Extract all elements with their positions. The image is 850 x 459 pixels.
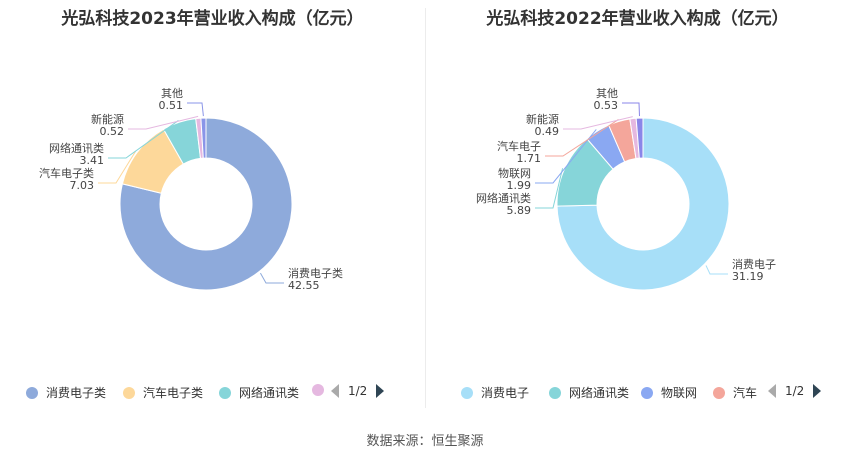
data-label-name: 消费电子类 <box>288 266 343 280</box>
data-label-value: 0.52 <box>100 125 125 138</box>
legend: 消费电子类 汽车电子类 网络通讯类 1/2 <box>0 384 425 404</box>
donut-slice-消费电子类[interactable] <box>119 117 293 291</box>
legend-item[interactable]: 汽车 <box>713 384 757 401</box>
label-leader-line <box>108 120 179 159</box>
legend: 消费电子 网络通讯类 物联网 汽车 1/2 <box>425 384 850 404</box>
donut-slice-其他[interactable] <box>200 117 207 159</box>
label-leader-line <box>705 265 728 275</box>
prev-page-icon[interactable] <box>331 384 339 398</box>
legend-label: 网络通讯类 <box>569 386 630 400</box>
label-leader-line <box>187 102 204 117</box>
legend-dot-icon <box>26 386 38 399</box>
legend-dot-icon <box>641 386 653 399</box>
label-leader-line <box>128 115 199 130</box>
data-label-name: 汽车电子 <box>497 139 541 153</box>
legend-item[interactable]: 消费电子 <box>461 384 529 401</box>
legend-label: 网络通讯类 <box>239 386 300 400</box>
label-leader-line <box>98 150 137 184</box>
data-label-name: 新能源 <box>526 112 559 126</box>
legend-dot-icon <box>312 384 324 396</box>
prev-page-icon[interactable] <box>768 384 776 398</box>
data-label-value: 1.71 <box>517 152 542 165</box>
legend-item[interactable]: 消费电子类 <box>26 384 106 401</box>
data-label-name: 消费电子 <box>732 257 776 271</box>
data-label-name: 其他 <box>596 87 618 100</box>
data-label-name: 新能源 <box>91 112 124 126</box>
panel-divider <box>425 8 426 408</box>
data-label-value: 42.55 <box>288 279 320 292</box>
donut-slice-消费电子[interactable] <box>556 117 730 291</box>
legend-label: 汽车电子类 <box>143 386 204 400</box>
legend-label: 消费电子 <box>481 386 530 400</box>
legend-dot-icon <box>549 386 561 399</box>
legend-label: 消费电子类 <box>46 386 107 400</box>
data-label-value: 0.49 <box>535 125 560 138</box>
data-source-note: 数据来源：恒生聚源 <box>366 434 484 449</box>
donut-slice-其他[interactable] <box>635 117 644 159</box>
legend-page-indicator: 1/2 <box>348 384 368 398</box>
label-leader-line <box>260 272 284 284</box>
data-label-name: 汽车电子类 <box>39 166 94 180</box>
legend-dot-icon <box>123 386 135 399</box>
label-leader-line <box>545 119 619 157</box>
legend-item[interactable]: 汽车电子类 <box>123 384 203 401</box>
legend-dot-icon <box>219 386 231 399</box>
chart-title: 光弘科技2023年营业收入构成（亿元） <box>61 9 364 29</box>
legend-label: 物联网 <box>661 386 698 400</box>
data-label-name: 物联网 <box>498 166 531 180</box>
data-label-value: 7.03 <box>70 179 95 192</box>
legend-label: 汽车 <box>733 386 758 400</box>
next-page-icon[interactable] <box>813 384 822 398</box>
data-label-name: 其他 <box>161 87 183 100</box>
data-label-name: 网络通讯类 <box>49 141 104 155</box>
data-label-value: 0.53 <box>594 99 619 112</box>
legend-item[interactable]: 网络通讯类 <box>549 384 629 401</box>
next-page-icon[interactable] <box>376 384 385 398</box>
legend-page-indicator: 1/2 <box>785 384 805 398</box>
legend-pager: 1/2 <box>331 384 385 398</box>
legend-item-partial[interactable] <box>312 384 332 396</box>
data-label-name: 网络通讯类 <box>476 191 531 205</box>
data-label-value: 3.41 <box>80 154 105 167</box>
data-label-value: 1.99 <box>507 179 532 192</box>
chart-2023-panel: 光弘科技2023年营业收入构成（亿元） 消费电子类 42.55 汽车电子类 7.03 网… <box>0 0 425 420</box>
legend-dot-icon <box>713 386 725 399</box>
chart-2022-panel: 光弘科技2022年营业收入构成（亿元） 消费电子 31.19 网络通讯类 5.89 物联… <box>425 0 850 420</box>
legend-pager: 1/2 <box>768 384 822 398</box>
data-label-value: 31.19 <box>732 270 764 283</box>
data-label-value: 5.89 <box>507 204 532 217</box>
data-label-value: 0.51 <box>159 99 184 112</box>
legend-item[interactable]: 网络通讯类 <box>219 384 299 401</box>
label-leader-line <box>563 116 633 130</box>
label-leader-line <box>535 129 597 184</box>
legend-item[interactable]: 物联网 <box>641 384 697 401</box>
label-leader-line <box>622 102 640 117</box>
chart-title: 光弘科技2022年营业收入构成（亿元） <box>486 9 789 29</box>
legend-dot-icon <box>461 386 473 399</box>
label-leader-line <box>535 168 564 209</box>
